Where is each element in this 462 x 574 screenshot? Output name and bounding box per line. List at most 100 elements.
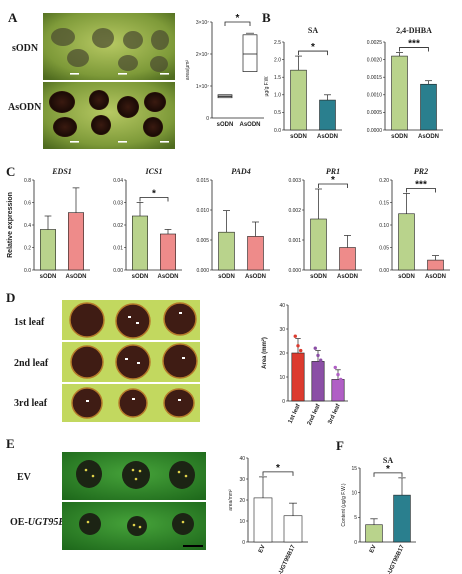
b-dhba-bar — [391, 55, 408, 131]
c-chart-1-significance-mark: * — [152, 189, 156, 200]
c-chart-4-category-label: sODN — [398, 274, 415, 280]
b-sa-y-axis-label: μg/g F.W. — [264, 76, 270, 97]
e-ytick-label: 10 — [239, 519, 245, 525]
d-data-point — [336, 387, 340, 391]
e-y-axis-label: area/mm² — [228, 489, 234, 511]
panel-label-e: E — [6, 436, 15, 451]
c-chart-0-bar — [39, 229, 56, 271]
e-ytick-label: 0 — [242, 540, 245, 546]
f-bar — [393, 494, 411, 543]
b-sa-bar — [319, 99, 336, 131]
row-label-1st: 1st leaf — [14, 317, 45, 328]
d-data-point — [316, 353, 320, 358]
b-sa-ytick-label: 1.5 — [274, 75, 281, 81]
d-data-point — [336, 372, 340, 377]
a-box-asodn — [242, 34, 258, 72]
panel-a-photos: sODN AsODN — [8, 13, 175, 149]
row-label-oe-prefix: OE- — [10, 517, 28, 528]
d-data-point — [319, 370, 323, 374]
f-significance-bracket — [373, 472, 403, 477]
b-sa-significance-bracket — [298, 50, 328, 56]
d-data-point — [293, 353, 297, 358]
f-ytick-label: 10 — [351, 490, 357, 496]
c-chart-4-ytick-label: 0.00 — [379, 268, 389, 274]
c-y-axis-label: Relative expression — [7, 192, 14, 258]
d-data-point — [299, 348, 303, 353]
b-sa-category-label: sODN — [290, 134, 307, 140]
c-chart-2-title: PAD4 — [231, 167, 250, 176]
b-sa-ytick-label: 1.0 — [274, 93, 281, 99]
d-data-point — [333, 382, 337, 386]
c-chart-4-bar — [427, 259, 444, 271]
a-y-axis-label: area/μm² — [185, 60, 191, 80]
c-chart-2-category-label: AsODN — [245, 274, 266, 280]
f-ytick-label: 5 — [354, 515, 357, 521]
row-label-sodn: sODN — [12, 43, 39, 54]
c-chart-3-title: PR1 — [326, 167, 340, 176]
c-chart-2-ytick-label: 0.000 — [196, 268, 209, 274]
f-ytick-label: 15 — [351, 466, 357, 472]
b-dhba-category-label: AsODN — [418, 134, 439, 140]
d-data-point — [316, 368, 320, 372]
c-chart-3-ytick-label: 0.003 — [288, 178, 301, 184]
b-sa-ytick-label: 0.0 — [274, 128, 281, 134]
c-chart-0-ytick-label: 0.0 — [24, 268, 31, 274]
c-chart-0-ytick-label: 0.2 — [24, 245, 31, 251]
e-ytick-label: 20 — [239, 498, 245, 504]
d-data-point — [293, 365, 297, 370]
d-data-point — [299, 360, 303, 365]
c-chart-0-category-label: AsODN — [65, 274, 86, 280]
c-chart-0-title: EDS1 — [51, 167, 72, 176]
b-dhba-title: 2,4-DHBA — [396, 26, 432, 35]
c-chart-3-category-label: AsODN — [337, 274, 358, 280]
b-dhba-significance-mark: *** — [408, 39, 420, 50]
svg-text:OE-UGT95B17: OE-UGT95B17 — [10, 517, 76, 528]
d-category-label: 3rd leaf — [327, 402, 342, 425]
d-bar — [311, 361, 325, 402]
e-bar — [283, 515, 303, 543]
b-sa-significance-mark: * — [311, 42, 315, 53]
e-significance-mark: * — [276, 463, 280, 474]
d-data-point — [313, 363, 317, 367]
c-chart-4-significance-mark: *** — [415, 180, 427, 191]
a-ytick-label: 0 — [206, 116, 209, 122]
e-bar — [253, 497, 273, 543]
c-chart-2-ytick-label: 0.015 — [196, 178, 209, 184]
d-data-point — [339, 377, 343, 382]
c-chart-1-title: ICS1 — [145, 167, 163, 176]
c-chart-1-ytick-label: 0.04 — [113, 178, 123, 184]
a-significance-bracket — [224, 21, 251, 26]
c-chart-4-ytick-label: 0.15 — [379, 200, 389, 206]
c-chart-0-ytick-label: 0.8 — [24, 178, 31, 184]
d-ytick-label: 40 — [279, 303, 285, 309]
b-dhba-category-label: sODN — [391, 134, 408, 140]
row-label-ev: EV — [17, 472, 32, 483]
row-label-2nd: 2nd leaf — [14, 358, 49, 369]
c-chart-3-ytick-label: 0.001 — [288, 238, 301, 244]
c-chart-3-bar — [339, 247, 356, 271]
c-chart-4-bar — [398, 213, 415, 271]
e-category-label: EV — [258, 544, 267, 554]
b-dhba-significance-bracket — [399, 47, 429, 52]
d-data-point — [313, 346, 317, 350]
c-chart-4-significance-bracket — [406, 188, 436, 193]
f-y-axis-label: Content (μg/g F.W.) — [341, 483, 347, 527]
c-chart-1-ytick-label: 0.01 — [113, 245, 123, 251]
row-label-asodn: AsODN — [8, 102, 42, 113]
b-sa-ytick-label: 2.0 — [274, 57, 281, 63]
c-chart-2-bar — [218, 231, 235, 271]
c-chart-2-ytick-label: 0.005 — [196, 238, 209, 244]
row-label-3rd: 3rd leaf — [14, 398, 48, 409]
c-chart-2-ytick-label: 0.010 — [196, 208, 209, 214]
f-bar — [365, 524, 383, 543]
f-category-label: EV — [369, 544, 378, 554]
panel-label-f: F — [336, 438, 344, 453]
f-title: SA — [383, 456, 393, 465]
c-chart-0-ytick-label: 0.4 — [24, 223, 31, 229]
c-chart-2-bar — [247, 236, 264, 271]
a-category-label: sODN — [217, 122, 234, 128]
d-ytick-label: 10 — [279, 375, 285, 381]
d-ytick-label: 0 — [282, 399, 285, 405]
c-chart-1-ytick-label: 0.02 — [113, 223, 123, 229]
b-sa-ytick-label: 2.5 — [274, 40, 281, 46]
